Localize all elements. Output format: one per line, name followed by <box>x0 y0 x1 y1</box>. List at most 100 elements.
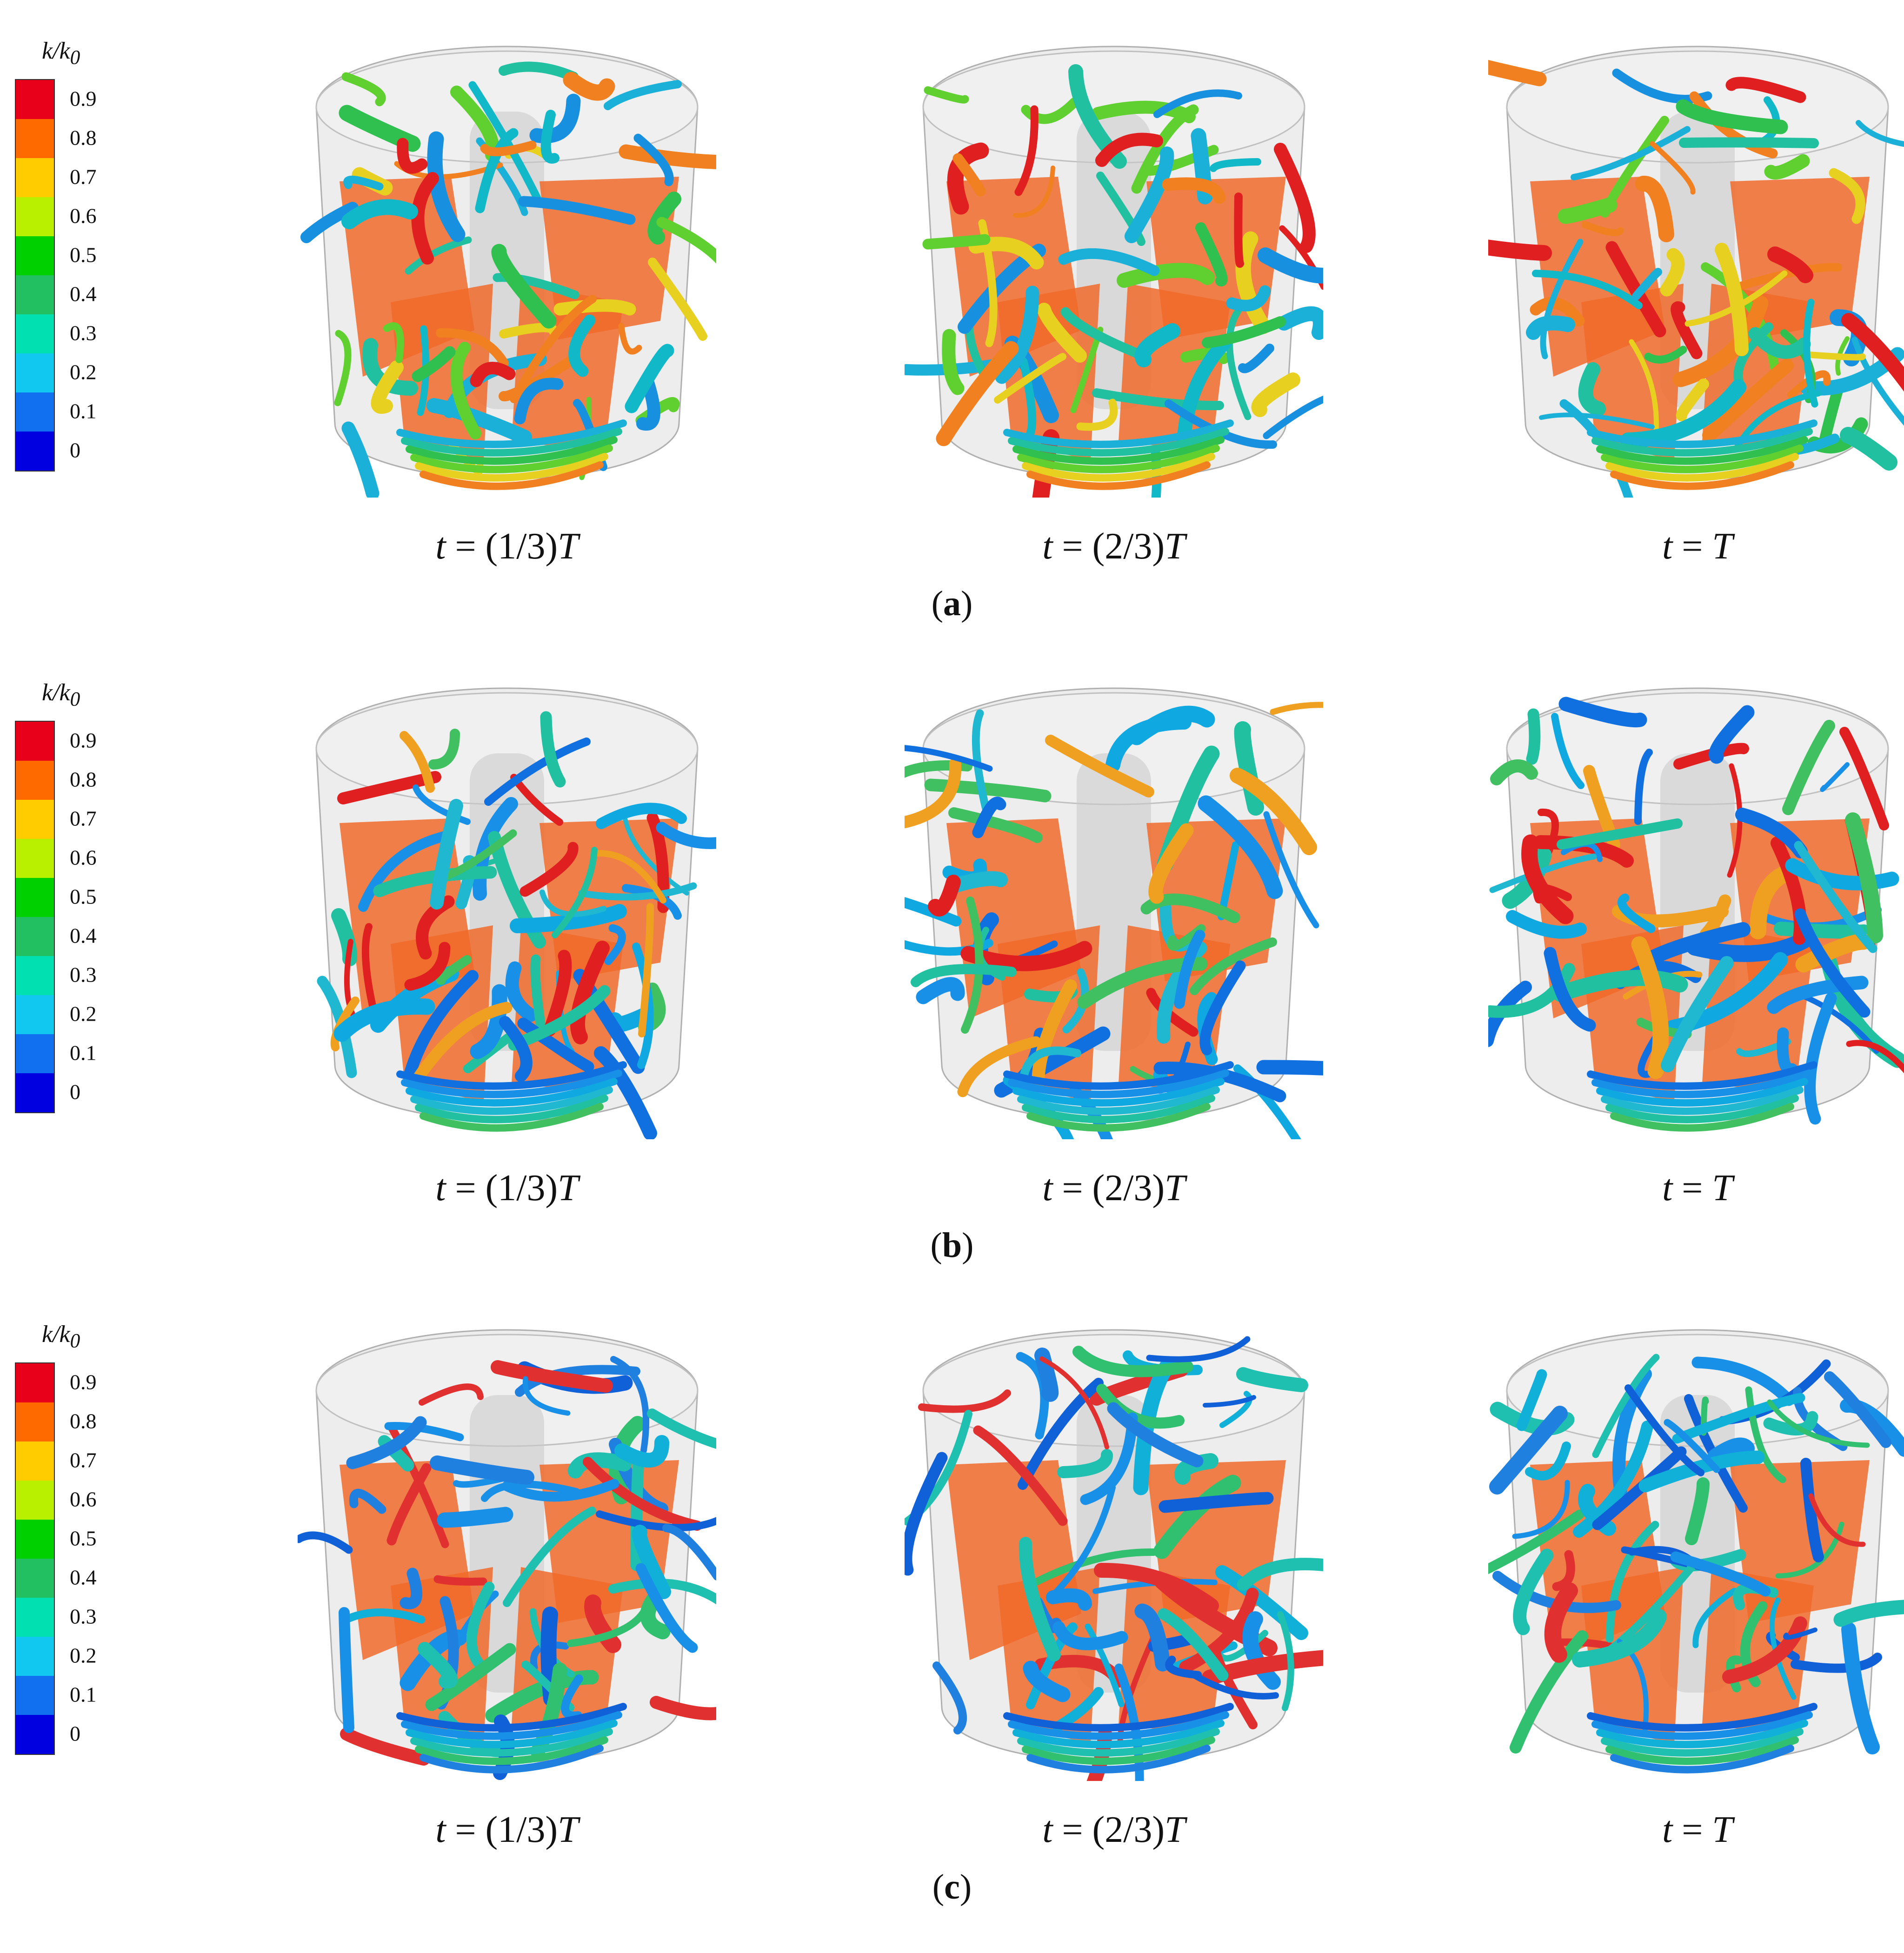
time-label-3: t = T <box>1662 1168 1733 1209</box>
vortex-tube <box>1039 1356 1109 1449</box>
vortex-tube <box>1153 89 1242 118</box>
vortex-tube <box>1177 335 1232 449</box>
vortex-tube <box>1592 1354 1660 1458</box>
vortex-tube <box>1787 370 1831 399</box>
vortex-tube <box>1013 166 1055 218</box>
colorbar: k/k0 0.9 0.8 0.7 0.6 0.5 0.4 0.3 0.2 0.1 0 <box>14 37 107 472</box>
vortex-tube <box>1644 345 1687 364</box>
vortex-tube <box>1624 1384 1704 1476</box>
colorbar-title: k/k0 <box>42 38 80 69</box>
vortex-tube <box>1552 1550 1575 1591</box>
vortex-tube <box>1692 1588 1738 1648</box>
bottom-vortex-ring <box>406 1720 618 1748</box>
vortex-tube <box>418 1642 458 1689</box>
vortex-tube <box>1236 1367 1308 1392</box>
row-c: k/k0 0.9 0.8 0.7 0.6 0.5 0.4 0.3 0.2 0.1 0 t = (1… <box>0 1311 1904 1953</box>
colorbar-swatch <box>16 236 54 275</box>
vortex-tube <box>1148 823 1194 904</box>
colorbar-tick-label: 0.5 <box>70 1526 97 1550</box>
vortex-tube <box>1691 1356 1795 1406</box>
row-a: k/k0 0.9 0.8 0.7 0.6 0.5 0.4 0.3 0.2 0.1 0 t = (1… <box>0 28 1904 670</box>
vortex-tube <box>1532 270 1643 309</box>
vortex-tube <box>1530 297 1585 327</box>
vortex-tube <box>1748 327 1811 359</box>
bottom-vortex-ring <box>401 1070 622 1098</box>
colorbar-tick-label: 0.9 <box>70 1370 97 1394</box>
colorbar-tick-label: 0.5 <box>70 884 97 909</box>
vortex-tube <box>1117 263 1215 288</box>
colorbar-swatch <box>16 1520 54 1559</box>
vortex-tube <box>552 847 598 938</box>
vortex-tube <box>1162 177 1226 204</box>
vortex-tube <box>614 1435 670 1468</box>
bottom-vortex-ring <box>1008 1070 1229 1098</box>
vortex-tube <box>530 1641 569 1671</box>
vortex-tube <box>947 142 989 215</box>
vortex-tube <box>595 850 666 903</box>
vortex-tube <box>294 1531 353 1554</box>
bottom-vortex-ring <box>1022 1736 1215 1765</box>
vortex-tube <box>1581 221 1624 236</box>
time-label-1: t = (1/3)T <box>435 526 579 567</box>
vortex-tube <box>1684 1394 1748 1513</box>
vortex-tube <box>1794 908 1871 1018</box>
vortex-tube <box>1727 763 1743 878</box>
vortex-tube <box>1076 399 1118 431</box>
vortex-tube <box>1045 735 1154 797</box>
vortex-tube <box>1845 812 1883 943</box>
vortex-tube <box>373 866 497 897</box>
bottom-vortex-ring <box>1587 1061 1817 1090</box>
colorbar-swatch <box>16 432 54 471</box>
vortex-tube <box>1242 1611 1281 1690</box>
vortex-tube <box>1019 1046 1081 1087</box>
vortex-tube <box>1689 91 1778 159</box>
colorbar-swatch <box>16 1598 54 1637</box>
bottom-vortex-ring <box>1026 1745 1211 1774</box>
vortex-tube <box>1750 864 1798 939</box>
colorbar-tick-label: 0.5 <box>70 243 97 267</box>
vortex-tube <box>510 295 597 403</box>
bottom-vortex-ring <box>396 419 627 448</box>
vortex-tube <box>1165 1655 1202 1679</box>
bottom-vortex-ring <box>1003 419 1234 448</box>
vortex-tube <box>410 1002 513 1087</box>
colorbar-swatch <box>16 1481 54 1520</box>
colorbar-swatch <box>16 995 54 1034</box>
colorbar-swatch <box>16 1676 54 1715</box>
vortex-tube <box>1107 1402 1204 1468</box>
vortex-tube <box>1134 323 1180 367</box>
vortex-tube <box>610 1356 650 1454</box>
vortex-tube <box>972 797 1006 838</box>
vortex-tube <box>403 970 479 1082</box>
colorbar-tick-label: 0.3 <box>70 321 97 345</box>
vortex-tube <box>1134 1603 1171 1672</box>
bottom-vortex-ring <box>1596 436 1808 465</box>
bottom-vortex-ring <box>1610 461 1794 490</box>
colorbar-scale <box>15 1362 55 1755</box>
vortex-tube <box>1521 834 1574 924</box>
vortex-tube <box>1510 1630 1588 1754</box>
time-label-3: t = T <box>1662 526 1733 567</box>
vortex-tube <box>484 737 591 806</box>
vortex-tube <box>1512 1480 1570 1539</box>
bottom-vortex-ring <box>1003 1061 1234 1090</box>
vortex-tube <box>1034 1348 1059 1402</box>
vortex-tube <box>540 110 559 164</box>
vortex-tube <box>1795 933 1872 973</box>
colorbar-swatch <box>16 275 54 314</box>
colorbar-tick-label: 0 <box>70 1080 80 1104</box>
vortex-tube <box>1489 853 1597 893</box>
vortex-tube <box>1277 1611 1294 1711</box>
vortex-tube <box>1676 99 1788 134</box>
bottom-vortex-ring <box>396 1061 627 1090</box>
vortex-tube <box>619 144 761 170</box>
vortex-tube <box>960 941 1092 971</box>
vortex-tube <box>1516 1369 1547 1431</box>
vortex-tube <box>596 803 687 829</box>
vortex-tube <box>1605 1521 1659 1643</box>
vortex-tube <box>412 346 456 382</box>
subfigure-label-b: (b) <box>930 1226 974 1265</box>
bottom-vortex-ring <box>410 445 613 473</box>
vortex-tube <box>994 353 1066 404</box>
bottom-vortex-ring <box>1008 428 1229 457</box>
